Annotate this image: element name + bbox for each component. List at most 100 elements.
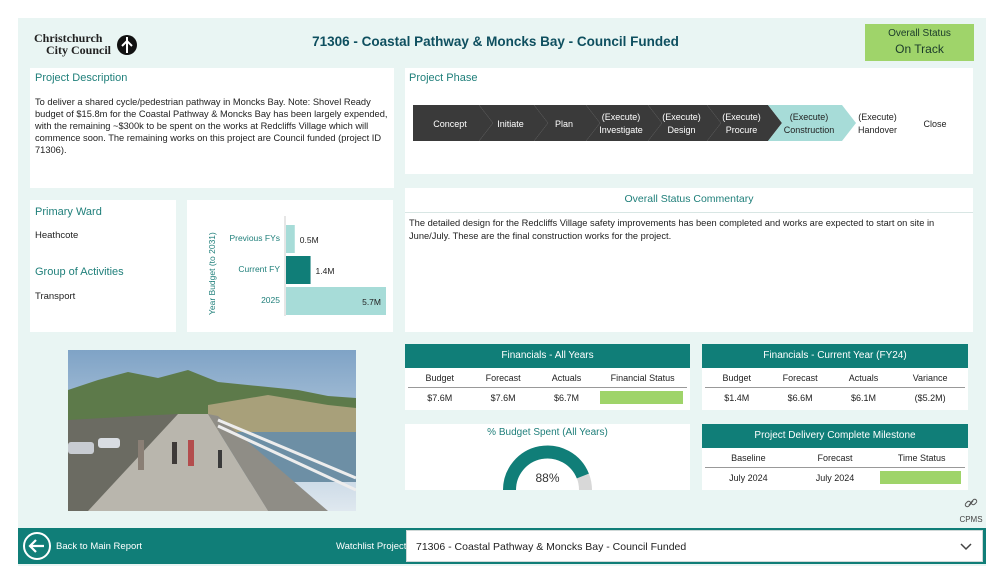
chain-link-icon: [964, 498, 978, 508]
report-canvas: Christchurch City Council 71306 - Coasta…: [18, 18, 986, 566]
baseline-value: July 2024: [729, 473, 768, 483]
col-forecast: Forecast: [471, 368, 535, 388]
forecast-value: July 2024: [815, 473, 855, 483]
col-baseline: Baseline: [705, 448, 792, 468]
delivery-milestone-card: Project Delivery Complete Milestone Base…: [702, 424, 968, 490]
financials-current-year-card: Financials - Current Year (FY24) Budget …: [702, 344, 968, 410]
status-value: On Track: [895, 42, 944, 56]
phase-step-concept: [413, 105, 493, 141]
phase-step-label: Plan: [555, 119, 573, 129]
commentary-divider: [405, 212, 973, 213]
ward-card: Primary Ward Heathcote Group of Activiti…: [30, 200, 176, 332]
budget-chart-card: Year Budget (to 2031) Previous FYs 0.5M Cur…: [187, 200, 393, 332]
col-budget: Budget: [705, 368, 769, 388]
watchlist-project-dropdown[interactable]: 71306 - Coastal Pathway & Moncks Bay - C…: [406, 530, 983, 562]
financials-all-years-card: Financials - All Years Budget Forecast A…: [405, 344, 690, 410]
col-budget: Budget: [408, 368, 472, 388]
page-title: 71306 - Coastal Pathway & Moncks Bay - C…: [312, 34, 679, 49]
commentary-card: Overall Status Commentary The detailed d…: [405, 188, 973, 332]
financials-current-year-table: Budget Forecast Actuals Variance $1.4M $…: [702, 368, 968, 408]
financial-status-cell: [598, 388, 687, 408]
phase-step-label: Handover: [858, 125, 897, 135]
phase-chevron-bar: Concept Initiate Plan (Execute) Investigate (…: [413, 105, 947, 141]
phase-step-prefix: (Execute): [858, 112, 897, 122]
financials-current-year-heading: Financials - Current Year (FY24): [702, 344, 968, 368]
chart-value-label: 0.5M: [300, 235, 319, 245]
phase-step-label: Investigate: [599, 125, 643, 135]
phase-step-initiate: [479, 105, 548, 141]
phase-step-prefix: (Execute): [722, 112, 761, 122]
phase-step-construction: [768, 105, 856, 141]
cpms-label: CPMS: [959, 515, 983, 524]
budget-spent-gauge-card: % Budget Spent (All Years) 88%: [405, 424, 690, 490]
chart-category-label: Previous FYs: [229, 233, 280, 243]
chart-axis-title: Year Budget (to 2031): [207, 232, 217, 315]
phase-step-label: Procure: [726, 125, 758, 135]
actuals-value: $6.7M: [554, 393, 580, 403]
phase-step-label: Close: [923, 119, 946, 129]
group-of-activities-value: Transport: [35, 291, 76, 302]
chart-category-label: Current FY: [238, 264, 280, 274]
project-description-heading: Project Description: [35, 72, 128, 84]
budget-value: $1.4M: [724, 393, 750, 403]
status-label: Overall Status: [888, 28, 951, 39]
back-to-main-report-label: Back to Main Report: [56, 541, 143, 552]
back-to-main-report-button[interactable]: Back to Main Report: [22, 531, 182, 561]
phase-step-plan: [534, 105, 600, 141]
ccc-logo: Christchurch City Council: [34, 31, 137, 58]
budget-spent-gauge: [503, 445, 592, 490]
cpms-link[interactable]: CPMS: [956, 496, 986, 524]
project-phase-heading: Project Phase: [409, 72, 478, 84]
watchlist-label: Watchlist Project:: [336, 541, 410, 552]
col-actuals: Actuals: [534, 368, 599, 388]
phase-step-procure: [707, 105, 782, 141]
phase-step-label: Design: [667, 125, 695, 135]
phase-step-prefix: (Execute): [662, 112, 701, 122]
project-description-card: Project Description To deliver a shared …: [30, 68, 394, 188]
forecast-value: $7.6M: [490, 393, 516, 403]
col-financial-status: Financial Status: [598, 368, 687, 388]
project-description-text: To deliver a shared cycle/pedestrian pat…: [35, 97, 388, 155]
phase-step-design: [648, 105, 721, 141]
financials-all-years-heading: Financials - All Years: [405, 344, 690, 368]
group-of-activities-heading: Group of Activities: [35, 266, 124, 278]
back-arrow-icon: [23, 532, 51, 560]
time-status-indicator: [880, 471, 961, 484]
phase-step-prefix: (Execute): [790, 112, 829, 122]
phase-step-label: Construction: [784, 125, 835, 135]
chart-value-label: 1.4M: [316, 266, 335, 276]
primary-ward-value: Heathcote: [35, 230, 79, 241]
phase-step-label: Initiate: [497, 119, 524, 129]
overall-status-badge: Overall Status On Track: [865, 24, 974, 61]
phase-step-investigate: [586, 105, 662, 141]
budget-bar-chart: Year Budget (to 2031) Previous FYs 0.5M Cur…: [207, 216, 386, 316]
commentary-text: The detailed design for the Redcliffs Vi…: [409, 218, 935, 241]
forecast-value: $6.6M: [787, 393, 813, 403]
col-forecast: Forecast: [768, 368, 832, 388]
chart-value-label: 5.7M: [362, 297, 381, 307]
variance-value: ($5.2M): [914, 393, 946, 403]
financial-status-indicator: [600, 391, 683, 404]
chart-bar: [286, 287, 386, 315]
primary-ward-heading: Primary Ward: [35, 206, 102, 218]
actuals-value: $6.1M: [851, 393, 877, 403]
budget-spent-value: 88%: [535, 471, 560, 485]
col-variance: Variance: [895, 368, 965, 388]
time-status-cell: [878, 468, 965, 488]
phase-step-prefix: (Execute): [602, 112, 641, 122]
chart-category-label: 2025: [261, 295, 280, 305]
col-actuals: Actuals: [831, 368, 896, 388]
logo-line1: Christchurch: [34, 31, 103, 45]
chevron-down-icon: [960, 543, 972, 551]
financials-all-years-table: Budget Forecast Actuals Financial Status…: [405, 368, 690, 408]
phase-step-label: Concept: [433, 119, 467, 129]
col-forecast: Forecast: [791, 448, 879, 468]
footer-bar: Back to Main Report Watchlist Project: 7…: [18, 528, 986, 564]
col-time-status: Time Status: [878, 448, 965, 468]
project-photo: [68, 350, 356, 511]
milestone-heading: Project Delivery Complete Milestone: [702, 424, 968, 448]
chart-bar: [286, 256, 311, 284]
chart-bar: [286, 225, 295, 253]
logo-line2: City Council: [46, 43, 112, 57]
project-phase-card: Project Phase Concept Initiate Plan (Execut…: [405, 68, 973, 174]
